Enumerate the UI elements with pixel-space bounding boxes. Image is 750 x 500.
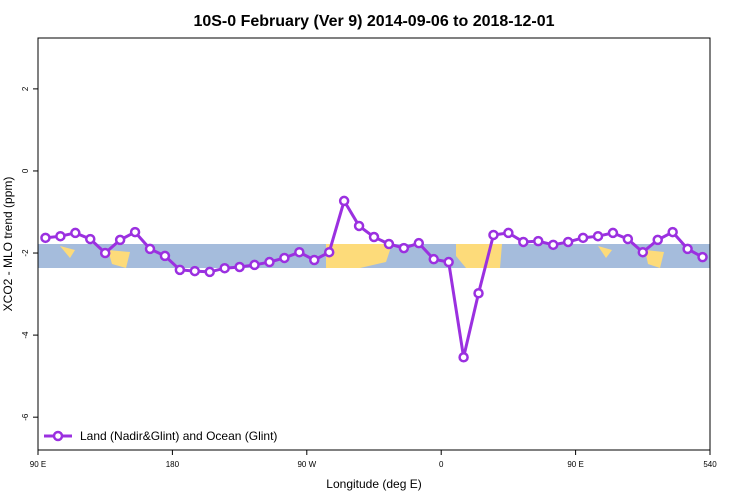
- x-tick-label: 180: [166, 460, 180, 469]
- point: [338, 195, 350, 207]
- point: [562, 236, 574, 248]
- point: [323, 246, 335, 258]
- point: [383, 238, 395, 250]
- point: [174, 264, 186, 276]
- point: [99, 247, 111, 259]
- plot-frame: [37, 37, 711, 451]
- point: [114, 234, 126, 246]
- y-tick-label: -4: [21, 331, 30, 339]
- land: [645, 250, 664, 268]
- point: [652, 234, 663, 246]
- y-tick-label: 0: [21, 168, 30, 173]
- point: [159, 250, 171, 262]
- point: [368, 231, 380, 243]
- point: [40, 232, 51, 244]
- point: [85, 233, 96, 245]
- point: [547, 239, 559, 251]
- series-line: [45, 197, 704, 358]
- point: [667, 226, 678, 238]
- x-tick-label: 0: [439, 460, 444, 469]
- point: [413, 237, 425, 249]
- y-tick-label: 2: [21, 86, 30, 91]
- land: [326, 244, 392, 268]
- point: [264, 256, 275, 268]
- point: [234, 261, 245, 273]
- y-tick-label: -6: [21, 413, 30, 421]
- point: [503, 227, 514, 239]
- point: [622, 233, 634, 245]
- point: [189, 265, 201, 277]
- point: [129, 226, 141, 238]
- chart-title: 10S-0 February (Ver 9) 2014-09-06 to 201…: [193, 13, 554, 30]
- point: [443, 256, 454, 268]
- x-axis-label: Longitude (deg E): [326, 477, 421, 491]
- land: [108, 250, 130, 268]
- point: [533, 235, 544, 247]
- point: [398, 242, 410, 254]
- point: [488, 229, 499, 241]
- point: [294, 246, 305, 258]
- point: [428, 253, 439, 265]
- point: [592, 230, 604, 242]
- point: [353, 220, 365, 232]
- point: [70, 227, 81, 239]
- x-tick-label: 90 E: [30, 460, 46, 469]
- point: [144, 243, 156, 255]
- point: [518, 236, 529, 248]
- x-tick-label: 90 W: [297, 460, 316, 469]
- point: [309, 254, 320, 266]
- point: [473, 287, 484, 299]
- surface-band: [38, 244, 710, 268]
- point: [458, 352, 469, 363]
- point: [204, 266, 215, 278]
- y-tick-label: -2: [21, 249, 30, 257]
- point: [607, 227, 619, 239]
- point: [279, 252, 290, 264]
- point: [697, 251, 708, 263]
- x-tick-label: 540: [703, 460, 717, 469]
- point: [637, 246, 649, 258]
- legend-label: Land (Nadir&Glint) and Ocean (Glint): [80, 429, 277, 443]
- point: [682, 243, 693, 255]
- point: [577, 232, 589, 244]
- legend-marker: [52, 430, 64, 442]
- point: [55, 230, 66, 242]
- y-axis-label: XCO2 - MLO trend (ppm): [1, 177, 15, 312]
- x-tick-label: 90 E: [567, 460, 583, 469]
- point: [249, 259, 260, 271]
- point: [219, 262, 230, 274]
